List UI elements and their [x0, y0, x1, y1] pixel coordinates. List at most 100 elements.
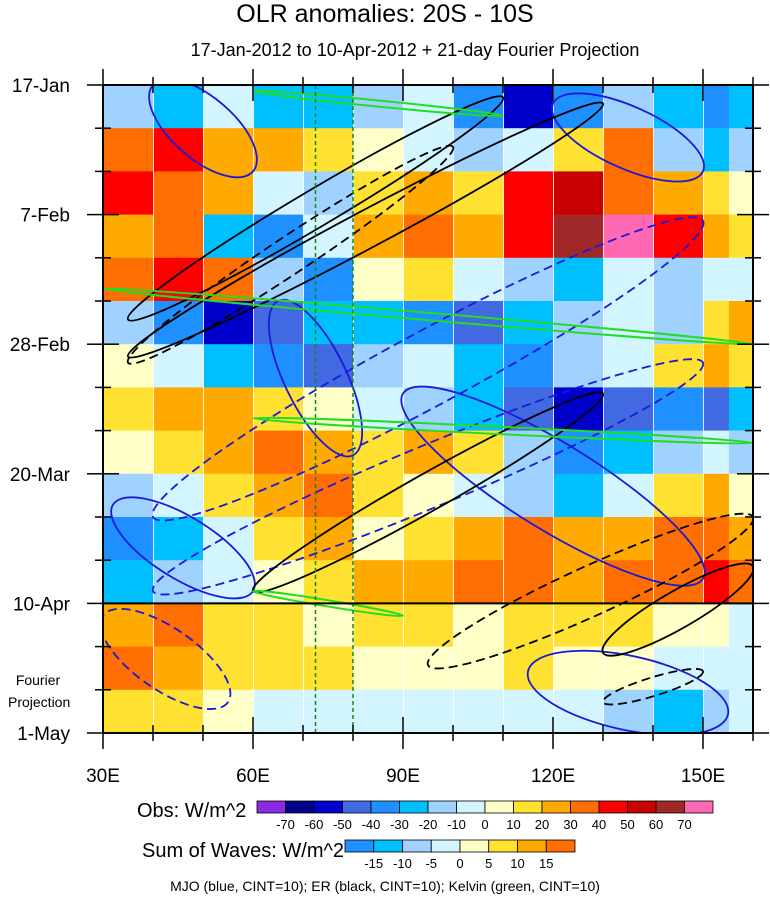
obs-cell: [153, 85, 204, 130]
projection-cell: [153, 689, 204, 733]
obs-colorbar-swatch: [313, 800, 343, 814]
obs-colorbar-label: 60: [649, 817, 663, 832]
projection-cell: [103, 689, 154, 733]
obs-cell: [203, 171, 254, 216]
obs-cell: [553, 473, 604, 518]
obs-cell: [103, 257, 154, 302]
obs-cell: [153, 214, 204, 259]
obs-cell: [203, 344, 254, 389]
waves-colorbar-swatch: [459, 839, 490, 853]
contour-mjo: [103, 607, 232, 710]
obs-cell: [253, 344, 304, 389]
obs-cell: [553, 171, 604, 216]
contour-mjo: [526, 649, 730, 733]
projection-cell: [553, 646, 604, 691]
obs-cell: [728, 387, 753, 432]
obs-cell: [103, 430, 154, 475]
obs-cell: [553, 257, 604, 302]
waves-colorbar-swatch: [517, 839, 547, 853]
obs-colorbar-label: -60: [305, 817, 324, 832]
obs-cell: [728, 85, 753, 130]
caption: MJO (blue, CINT=10); ER (black, CINT=10)…: [170, 878, 600, 894]
contour-kelvin: [251, 589, 405, 618]
projection-cell: [353, 646, 404, 691]
obs-colorbar-label: 40: [592, 817, 606, 832]
contour-mjo: [551, 92, 705, 183]
obs-cell: [203, 301, 254, 346]
obs-cell: [728, 430, 753, 475]
obs-cell: [453, 214, 504, 259]
obs-cell: [453, 257, 504, 302]
y-tick-label: 1-May: [17, 724, 70, 745]
projection-cell: [253, 603, 304, 648]
obs-cell: [728, 214, 753, 259]
obs-cell: [103, 473, 154, 518]
contour-kelvin: [103, 287, 753, 346]
obs-cell: [503, 387, 554, 432]
plot-frame: [102, 84, 754, 734]
obs-cell: [728, 128, 753, 173]
projection-cell: [253, 689, 304, 733]
obs-cell: [728, 257, 753, 302]
obs-colorbar-label: -10: [447, 817, 466, 832]
projection-cell: [603, 689, 654, 733]
waves-colorbar-label: 10: [510, 856, 524, 871]
obs-cell: [603, 85, 654, 130]
waves-colorbar-label: 15: [539, 856, 553, 871]
obs-cell: [153, 430, 204, 475]
projection-cell: [303, 603, 354, 648]
projection-cell: [403, 689, 454, 733]
chart-title: OLR anomalies: 20S - 10S: [236, 0, 534, 28]
obs-cell: [553, 387, 604, 432]
chart-subtitle: 17-Jan-2012 to 10-Apr-2012 + 21-day Four…: [190, 40, 640, 60]
obs-cell: [553, 517, 604, 562]
obs-colorbar-swatch: [399, 800, 429, 814]
obs-cell: [603, 560, 654, 605]
obs-cell: [553, 560, 604, 605]
obs-colorbar-swatch: [256, 800, 286, 814]
waves-colorbar-label: Sum of Waves: W/m^2: [142, 840, 345, 862]
projection-cell: [203, 646, 254, 691]
contour-mjo: [151, 216, 705, 522]
obs-cell: [103, 214, 154, 259]
obs-cell: [203, 85, 254, 130]
obs-cell: [453, 85, 504, 130]
projection-cell: [503, 603, 554, 648]
projection-cell: [203, 603, 254, 648]
projection-cell: [303, 646, 354, 691]
obs-cell: [103, 128, 154, 173]
obs-cell: [303, 257, 354, 302]
obs-cell: [403, 301, 454, 346]
projection-cell: [303, 689, 354, 733]
obs-cell: [253, 473, 304, 518]
obs-cell: [603, 517, 654, 562]
obs-cell: [653, 257, 704, 302]
obs-colorbar-label: 0: [481, 817, 488, 832]
obs-cell: [503, 344, 554, 389]
obs-cell: [653, 128, 704, 173]
y-tick-label: 17-Jan: [12, 76, 70, 97]
obs-cell: [353, 344, 404, 389]
projection-cell: [103, 603, 154, 648]
contour-er: [126, 95, 505, 322]
obs-colorbar-label: -30: [390, 817, 409, 832]
x-tick-label: 120E: [531, 766, 575, 787]
obs-cell: [503, 214, 554, 259]
y-tick-label: 20-Mar: [10, 465, 71, 486]
contour-mjo: [400, 385, 706, 587]
obs-cell: [453, 517, 504, 562]
waves-colorbar-label: 0: [456, 856, 463, 871]
projection-cell: [253, 646, 304, 691]
projection-cell: [353, 689, 404, 733]
contour-mjo: [151, 358, 705, 596]
obs-colorbar-swatch: [427, 800, 457, 814]
obs-cell: [553, 214, 604, 259]
obs-cell: [253, 128, 304, 173]
obs-cell: [403, 214, 454, 259]
projection-cell: [728, 646, 753, 691]
projection-cell: [603, 603, 654, 648]
obs-colorbar-swatch: [598, 800, 628, 814]
obs-cell: [603, 171, 654, 216]
obs-colorbar-swatch: [513, 800, 543, 814]
